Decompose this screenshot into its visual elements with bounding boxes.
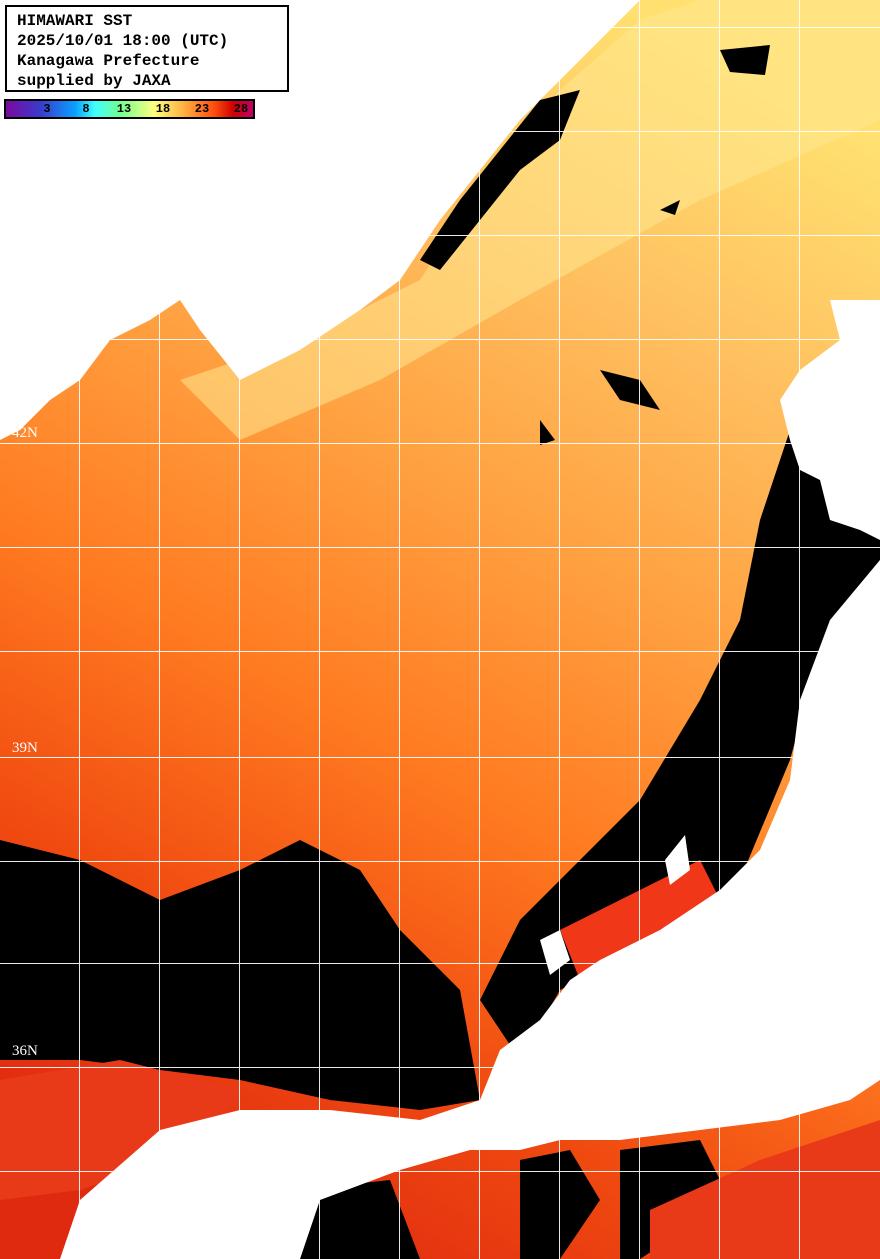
title-organization: Kanagawa Prefecture xyxy=(17,52,200,70)
title-product: HIMAWARI SST xyxy=(17,12,133,30)
latitude-label-42n: 42N xyxy=(12,425,38,441)
colorbar-tick: 8 xyxy=(82,102,90,116)
latitude-label-39n: 39N xyxy=(12,740,38,756)
color-scale-bar: 3 8 13 18 23 28 xyxy=(4,99,255,119)
warm-patch xyxy=(0,1060,240,1200)
latitude-label-36n: 36N xyxy=(12,1043,38,1059)
cool-water-band xyxy=(180,0,880,440)
title-box: HIMAWARI SST 2025/10/01 18:00 (UTC) Kana… xyxy=(5,5,289,92)
title-source: supplied by JAXA xyxy=(17,72,171,90)
title-datetime: 2025/10/01 18:00 (UTC) xyxy=(17,32,229,50)
colorbar-tick: 13 xyxy=(116,102,132,116)
colorbar-tick: 18 xyxy=(155,102,171,116)
warm-patch xyxy=(650,1120,880,1259)
colorbar-tick: 28 xyxy=(233,102,249,116)
colorbar-tick: 3 xyxy=(43,102,51,116)
colorbar-tick: 23 xyxy=(194,102,210,116)
